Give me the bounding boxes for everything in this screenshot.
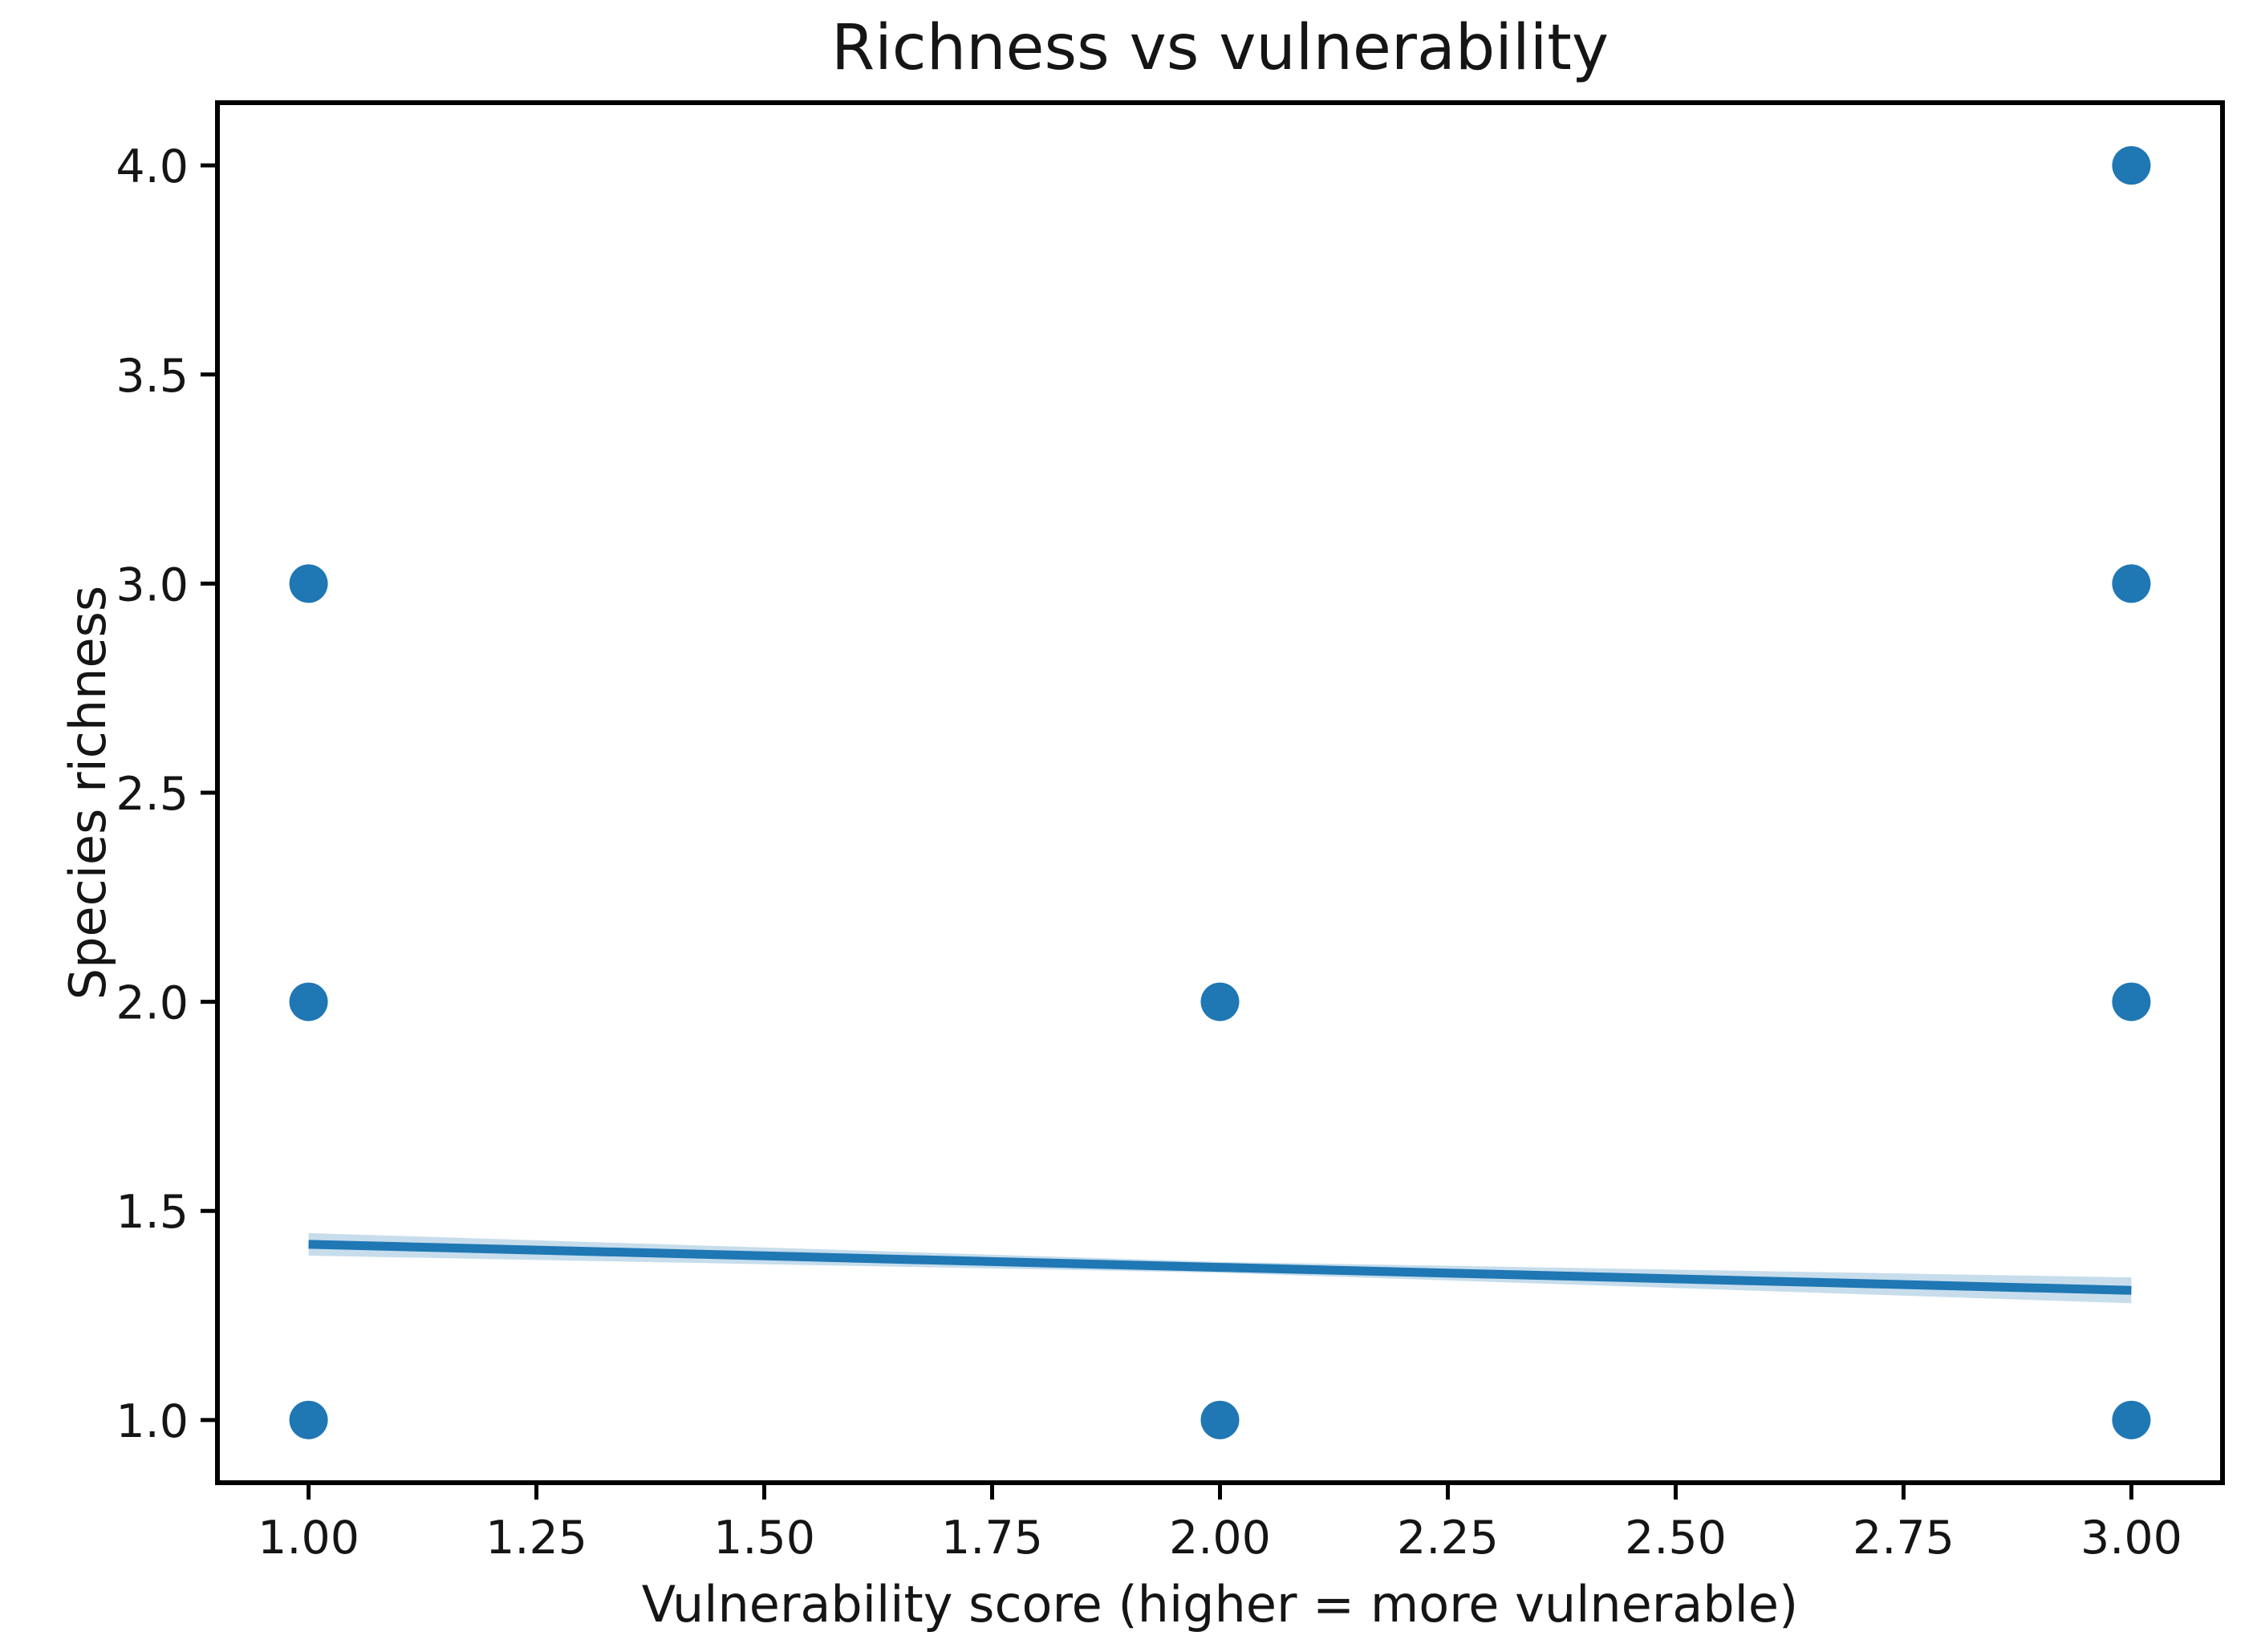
y-tick-label: 3.5 bbox=[116, 350, 189, 403]
x-tick-label: 3.00 bbox=[2080, 1512, 2182, 1565]
scatter-point bbox=[2112, 564, 2151, 603]
plot-frame bbox=[215, 100, 2225, 1485]
x-tick-label: 2.25 bbox=[1397, 1512, 1499, 1565]
y-tick-label: 1.0 bbox=[116, 1395, 189, 1448]
y-tick-label: 3.0 bbox=[116, 558, 189, 611]
chart-title: Richness vs vulnerability bbox=[830, 12, 1610, 84]
x-tick-label: 2.50 bbox=[1625, 1512, 1727, 1565]
x-tick-label: 1.00 bbox=[258, 1512, 359, 1565]
y-tick-label: 1.5 bbox=[116, 1186, 189, 1239]
x-tick-label: 2.75 bbox=[1853, 1512, 1955, 1565]
regression-line bbox=[308, 1240, 2132, 1295]
x-axis-label: Vulnerability score (higher = more vulne… bbox=[641, 1575, 1799, 1634]
scatter-point bbox=[289, 982, 328, 1021]
y-tick-label: 4.0 bbox=[116, 140, 189, 193]
scatter-point bbox=[1200, 1400, 1240, 1439]
scatter-point bbox=[289, 1400, 328, 1439]
x-tick-label: 2.00 bbox=[1169, 1512, 1271, 1565]
scatter-point bbox=[2112, 982, 2151, 1021]
x-tick-label: 1.25 bbox=[485, 1512, 587, 1565]
scatter-point bbox=[1200, 982, 1240, 1021]
scatter-point bbox=[2112, 146, 2151, 185]
y-tick-label: 2.5 bbox=[116, 768, 189, 821]
scatter-point bbox=[289, 564, 328, 603]
y-axis-label: Species richness bbox=[58, 585, 117, 1001]
x-tick-label: 1.75 bbox=[941, 1512, 1043, 1565]
x-tick-label: 1.50 bbox=[713, 1512, 815, 1565]
y-tick-label: 2.0 bbox=[116, 977, 189, 1030]
scatter-point bbox=[2112, 1400, 2151, 1439]
